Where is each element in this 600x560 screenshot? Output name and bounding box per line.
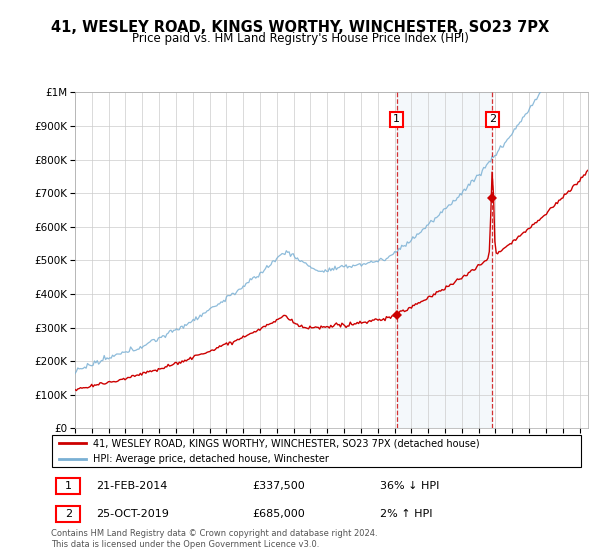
Text: £685,000: £685,000: [253, 509, 305, 519]
Text: 2: 2: [65, 509, 72, 519]
Bar: [397, 92, 492, 428]
FancyBboxPatch shape: [52, 435, 581, 467]
Text: Contains HM Land Registry data © Crown copyright and database right 2024.
This d: Contains HM Land Registry data © Crown c…: [51, 529, 377, 549]
Text: Price paid vs. HM Land Registry's House Price Index (HPI): Price paid vs. HM Land Registry's House …: [131, 32, 469, 45]
Text: 1: 1: [393, 114, 400, 124]
FancyBboxPatch shape: [56, 478, 80, 494]
Text: 21-FEB-2014: 21-FEB-2014: [96, 481, 167, 491]
Text: £337,500: £337,500: [253, 481, 305, 491]
Text: 25-OCT-2019: 25-OCT-2019: [96, 509, 169, 519]
Text: HPI: Average price, detached house, Winchester: HPI: Average price, detached house, Winc…: [94, 454, 329, 464]
Text: 41, WESLEY ROAD, KINGS WORTHY, WINCHESTER, SO23 7PX (detached house): 41, WESLEY ROAD, KINGS WORTHY, WINCHESTE…: [94, 438, 480, 448]
Text: 41, WESLEY ROAD, KINGS WORTHY, WINCHESTER, SO23 7PX: 41, WESLEY ROAD, KINGS WORTHY, WINCHESTE…: [51, 20, 549, 35]
Text: 1: 1: [65, 481, 72, 491]
Text: 36% ↓ HPI: 36% ↓ HPI: [380, 481, 440, 491]
Text: 2% ↑ HPI: 2% ↑ HPI: [380, 509, 433, 519]
Text: 2: 2: [489, 114, 496, 124]
FancyBboxPatch shape: [56, 506, 80, 522]
